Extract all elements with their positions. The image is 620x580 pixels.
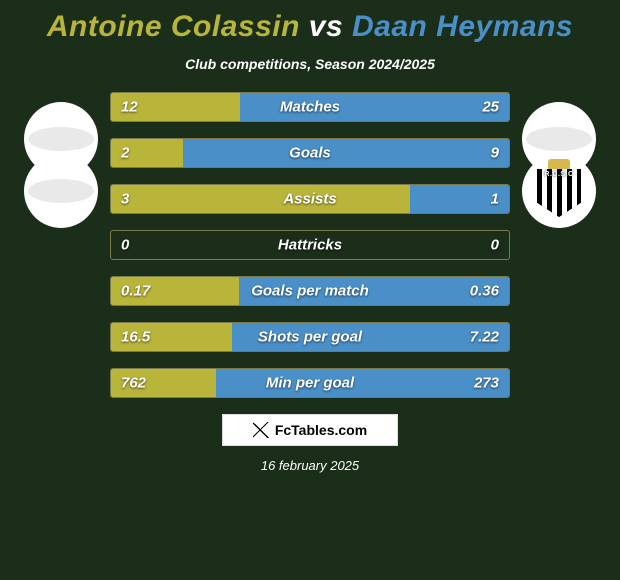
club-logo-placeholder-icon <box>526 127 592 151</box>
metric-row: 0 0 Hattricks <box>110 230 510 260</box>
metric-row: 2 9 Goals <box>110 138 510 168</box>
club-logo-placeholder-icon <box>28 179 94 203</box>
metric-value-player1: 16.5 <box>121 329 150 346</box>
bar-fill-player1 <box>111 185 410 213</box>
fctables-icon <box>253 422 269 438</box>
metric-value-player2: 0 <box>491 237 499 254</box>
metric-row: 762 273 Min per goal <box>110 368 510 398</box>
metric-row: 3 1 Assists <box>110 184 510 214</box>
brand-text: FcTables.com <box>275 422 367 438</box>
content-area: R.C.S.C 12 25 Matches 2 9 Goals 3 1 Assists 0 0 Hat… <box>0 92 620 398</box>
player2-name: Daan Heymans <box>352 10 573 43</box>
metric-label: Hattricks <box>278 237 342 254</box>
metric-value-player2: 1 <box>491 191 499 208</box>
vs-text: vs <box>309 10 343 43</box>
metric-value-player2: 273 <box>474 375 499 392</box>
metric-label: Goals <box>289 145 331 162</box>
metric-label: Min per goal <box>266 375 354 392</box>
bar-fill-player2 <box>216 369 509 397</box>
player2-club-badge-2: R.C.S.C <box>522 154 596 228</box>
metric-value-player1: 0 <box>121 237 129 254</box>
metric-row: 12 25 Matches <box>110 92 510 122</box>
metric-value-player1: 12 <box>121 99 138 116</box>
comparison-title: Antoine Colassin vs Daan Heymans <box>0 0 620 44</box>
club-crest-icon: R.C.S.C <box>529 161 589 221</box>
metric-value-player2: 0.36 <box>470 283 499 300</box>
metric-value-player2: 7.22 <box>470 329 499 346</box>
metric-label: Matches <box>280 99 340 116</box>
metric-label: Assists <box>283 191 336 208</box>
metric-label: Shots per goal <box>258 329 362 346</box>
metric-label: Goals per match <box>251 283 369 300</box>
metric-value-player1: 2 <box>121 145 129 162</box>
metric-value-player2: 25 <box>482 99 499 116</box>
metric-row: 0.17 0.36 Goals per match <box>110 276 510 306</box>
comparison-bars: 12 25 Matches 2 9 Goals 3 1 Assists 0 0 Hattricks 0.… <box>110 92 510 398</box>
metric-row: 16.5 7.22 Shots per goal <box>110 322 510 352</box>
brand-logo: FcTables.com <box>222 414 398 446</box>
metric-value-player1: 0.17 <box>121 283 150 300</box>
crest-letters: R.C.S.C <box>544 171 573 178</box>
subtitle: Club competitions, Season 2024/2025 <box>0 56 620 72</box>
metric-value-player1: 762 <box>121 375 146 392</box>
club-logo-placeholder-icon <box>28 127 94 151</box>
metric-value-player2: 9 <box>491 145 499 162</box>
footer-date: 16 february 2025 <box>0 458 620 473</box>
player1-name: Antoine Colassin <box>47 10 300 43</box>
player1-club-badge-2 <box>24 154 98 228</box>
metric-value-player1: 3 <box>121 191 129 208</box>
bar-fill-player2 <box>183 139 509 167</box>
